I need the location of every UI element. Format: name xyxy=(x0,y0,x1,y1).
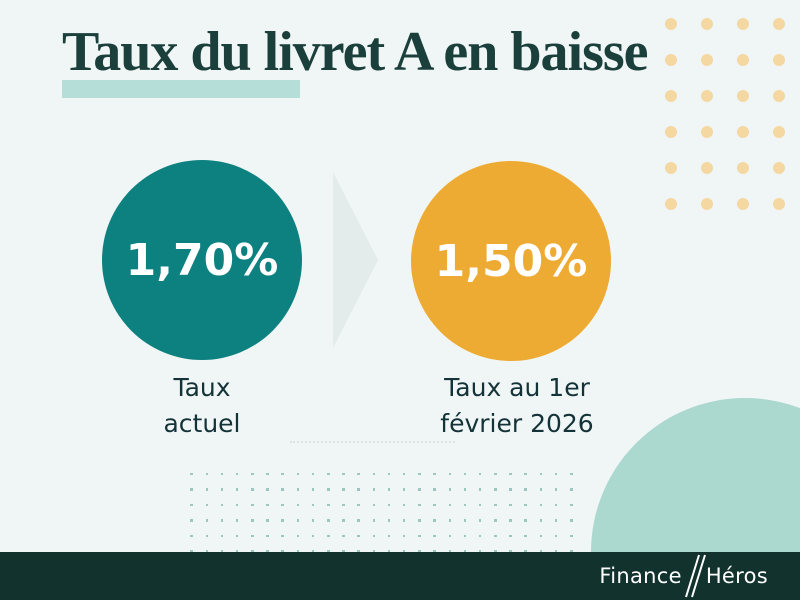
footer-bar: Finance Héros xyxy=(0,552,800,600)
future-rate-circle: 1,50% xyxy=(411,161,611,361)
future-rate-value: 1,50% xyxy=(434,235,588,287)
current-rate-circle: 1,70% xyxy=(102,160,302,360)
double-slash-icon xyxy=(684,554,706,598)
brand-first-word: Finance xyxy=(599,564,682,588)
brand-second-word: Héros xyxy=(705,564,768,588)
current-rate-label-line1: Taux xyxy=(173,373,231,402)
bottom-dots-pattern xyxy=(184,466,579,559)
current-rate-label-line2: actuel xyxy=(163,409,241,438)
arrow-right-icon xyxy=(333,172,378,348)
current-rate-value: 1,70% xyxy=(125,234,279,286)
top-right-dots-pattern xyxy=(653,6,797,222)
dotted-separator-line xyxy=(290,441,455,443)
page-title: Taux du livret A en baisse xyxy=(62,21,649,83)
future-rate-label-line1: Taux au 1er xyxy=(444,373,590,402)
future-rate-label-line2: février 2026 xyxy=(440,409,594,438)
current-rate-label: Taux actuel xyxy=(102,370,302,442)
future-rate-label: Taux au 1er février 2026 xyxy=(407,370,627,442)
brand-logo: Finance Héros xyxy=(599,554,768,598)
title-highlight xyxy=(62,80,300,98)
